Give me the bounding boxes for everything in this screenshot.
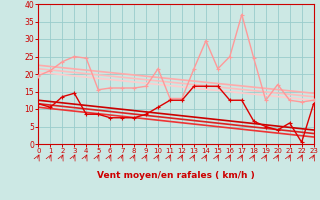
X-axis label: Vent moyen/en rafales ( km/h ): Vent moyen/en rafales ( km/h )	[97, 171, 255, 180]
